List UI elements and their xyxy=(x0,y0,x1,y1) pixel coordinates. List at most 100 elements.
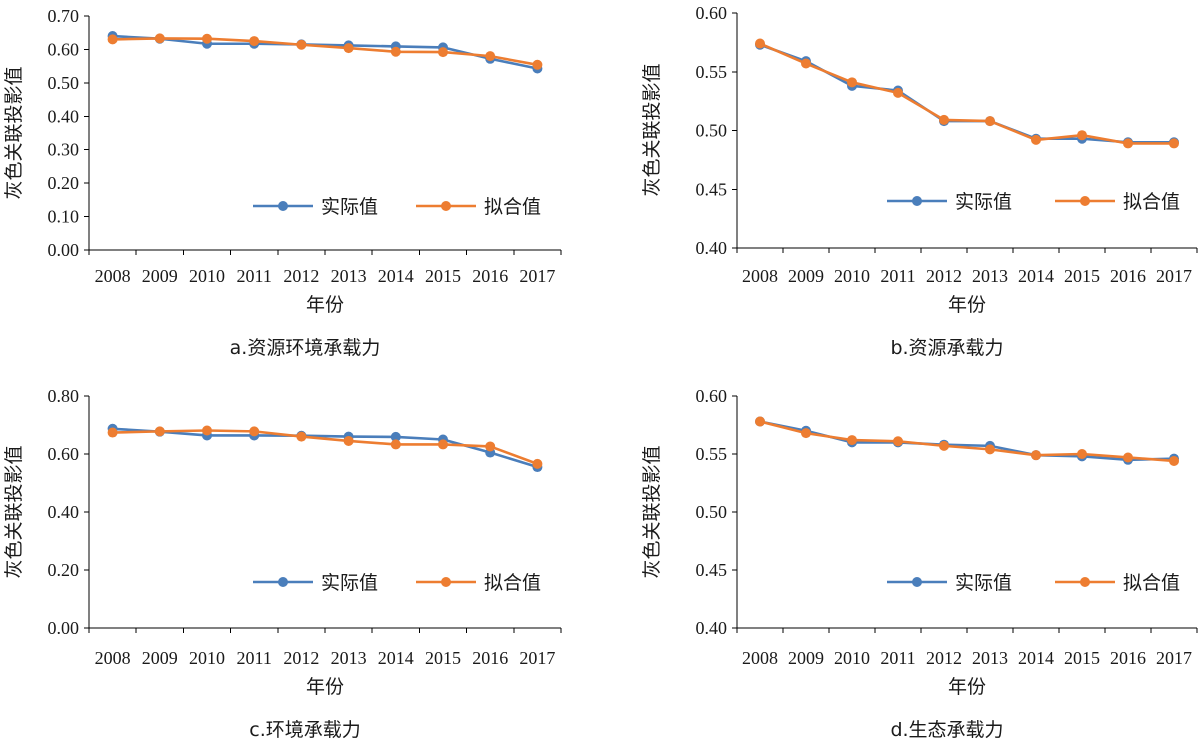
data-point-fitted xyxy=(847,435,857,446)
data-point-fitted xyxy=(202,425,212,436)
data-point-fitted xyxy=(202,33,212,44)
x-tick-label: 2011 xyxy=(237,266,272,286)
legend-marker-fitted xyxy=(1080,577,1090,587)
legend-label-fitted: 拟合值 xyxy=(1123,191,1180,213)
y-tick-label: 0.00 xyxy=(48,618,80,638)
series-line-fitted xyxy=(112,429,538,466)
chart-caption: b.资源承载力 xyxy=(890,337,1003,359)
y-tick-label: 0.60 xyxy=(696,3,728,23)
x-tick-label: 2016 xyxy=(1110,648,1146,668)
series-line-fitted xyxy=(759,42,1174,145)
x-tick-label: 2010 xyxy=(189,648,225,668)
chart-panel-a: 0.00 0.10 0.20 0.30 0.40 0.50 0.60 0.70 2008 2009… xyxy=(0,0,600,370)
legend-label-actual: 实际值 xyxy=(955,191,1012,213)
series-line-actual xyxy=(112,427,538,469)
x-tick-label: 2013 xyxy=(331,266,367,286)
data-point-fitted xyxy=(1031,450,1041,461)
data-point-fitted xyxy=(343,43,354,54)
data-point-fitted xyxy=(985,116,995,127)
chart-svg-b: 0.40 0.45 0.50 0.55 0.60 2008 2009 2010 2011 2012… xyxy=(641,3,1198,359)
x-tick-label: 2009 xyxy=(788,648,824,668)
x-tick-label: 2014 xyxy=(1018,648,1054,668)
legend-marker-fitted xyxy=(441,577,451,587)
x-tick-label: 2014 xyxy=(378,266,414,286)
data-point-fitted xyxy=(154,426,165,437)
y-tick-label: 0.50 xyxy=(696,502,728,522)
legend-label-fitted: 拟合值 xyxy=(484,196,541,218)
data-point-fitted xyxy=(1169,138,1179,149)
data-point-fitted xyxy=(390,439,401,450)
data-point-fitted xyxy=(107,34,118,45)
series-line-actual xyxy=(759,43,1174,144)
chart-panel-c: 0.00 0.20 0.40 0.60 0.80 2008 2009 2010 2011 2012… xyxy=(0,372,600,743)
x-tick-label: 2017 xyxy=(1156,648,1192,668)
data-point-fitted xyxy=(893,87,903,98)
x-tick-label: 2014 xyxy=(378,648,414,668)
legend-marker-actual xyxy=(278,201,288,211)
chart-panel-d: 0.40 0.45 0.50 0.55 0.60 2008 2009 2010 2011 2012… xyxy=(600,372,1200,743)
chart-svg-a: 0.00 0.10 0.20 0.30 0.40 0.50 0.60 0.70 2008 2009… xyxy=(3,6,562,359)
data-point-fitted xyxy=(847,77,857,88)
x-tick-label: 2009 xyxy=(788,266,824,286)
x-tick-label: 2010 xyxy=(834,266,870,286)
y-tick-label: 0.20 xyxy=(48,560,80,580)
data-point-fitted xyxy=(939,114,949,125)
data-point-fitted xyxy=(801,58,811,69)
x-axis-title: 年份 xyxy=(948,294,986,316)
data-point-fitted xyxy=(438,47,448,58)
x-tick-label: 2017 xyxy=(519,266,555,286)
data-point-fitted xyxy=(755,416,765,427)
data-point-fitted xyxy=(939,440,949,451)
y-tick-label: 0.70 xyxy=(48,6,80,26)
y-tick-label: 0.55 xyxy=(696,62,728,82)
x-tick-label: 2013 xyxy=(972,266,1008,286)
data-point-fitted xyxy=(532,59,543,70)
chart-caption: c.环境承载力 xyxy=(249,719,361,741)
legend-label-fitted: 拟合值 xyxy=(484,572,541,594)
data-point-fitted xyxy=(438,439,448,450)
data-point-fitted xyxy=(1123,452,1133,463)
x-tick-label: 2012 xyxy=(283,648,319,668)
series-line-actual xyxy=(112,34,538,70)
data-point-fitted xyxy=(801,428,811,439)
legend-marker-fitted xyxy=(441,201,451,211)
legend-marker-actual xyxy=(912,196,922,206)
x-tick-label: 2017 xyxy=(1156,266,1192,286)
y-axis-title: 灰色关联投影值 xyxy=(641,63,663,196)
data-point-fitted xyxy=(249,36,260,47)
data-point-fitted xyxy=(1123,138,1133,149)
x-tick-label: 2011 xyxy=(880,266,915,286)
legend-label-fitted: 拟合值 xyxy=(1123,572,1180,594)
legend-marker-fitted xyxy=(1080,196,1090,206)
y-tick-label: 0.40 xyxy=(696,238,728,258)
chart-svg-c: 0.00 0.20 0.40 0.60 0.80 2008 2009 2010 2011 2012… xyxy=(3,386,562,741)
x-axis-title: 年份 xyxy=(306,676,344,698)
y-tick-label: 0.60 xyxy=(696,386,728,406)
y-axis-title: 灰色关联投影值 xyxy=(3,66,25,199)
chart-svg-d: 0.40 0.45 0.50 0.55 0.60 2008 2009 2010 2011 2012… xyxy=(641,386,1198,741)
data-point-fitted xyxy=(343,435,354,446)
data-point-fitted xyxy=(985,444,995,455)
x-tick-label: 2012 xyxy=(926,648,962,668)
x-tick-label: 2016 xyxy=(1110,266,1146,286)
x-tick-label: 2015 xyxy=(1064,648,1100,668)
legend-label-actual: 实际值 xyxy=(955,572,1012,594)
y-tick-label: 0.40 xyxy=(48,502,80,522)
x-tick-label: 2015 xyxy=(425,266,461,286)
y-axis-title: 灰色关联投影值 xyxy=(3,445,25,578)
x-tick-label: 2016 xyxy=(472,648,508,668)
y-tick-label: 0.20 xyxy=(48,173,80,193)
x-tick-label: 2015 xyxy=(425,648,461,668)
data-point-fitted xyxy=(1077,130,1087,141)
x-tick-label: 2014 xyxy=(1018,266,1054,286)
series-line-actual xyxy=(759,420,1175,462)
x-tick-label: 2010 xyxy=(834,648,870,668)
data-point-fitted xyxy=(390,46,401,57)
x-tick-label: 2013 xyxy=(972,648,1008,668)
data-point-fitted xyxy=(1031,134,1041,145)
y-tick-label: 0.45 xyxy=(696,179,728,199)
x-tick-label: 2009 xyxy=(142,648,178,668)
y-tick-label: 0.40 xyxy=(48,106,80,126)
x-tick-label: 2012 xyxy=(283,266,319,286)
x-tick-label: 2015 xyxy=(1064,266,1100,286)
